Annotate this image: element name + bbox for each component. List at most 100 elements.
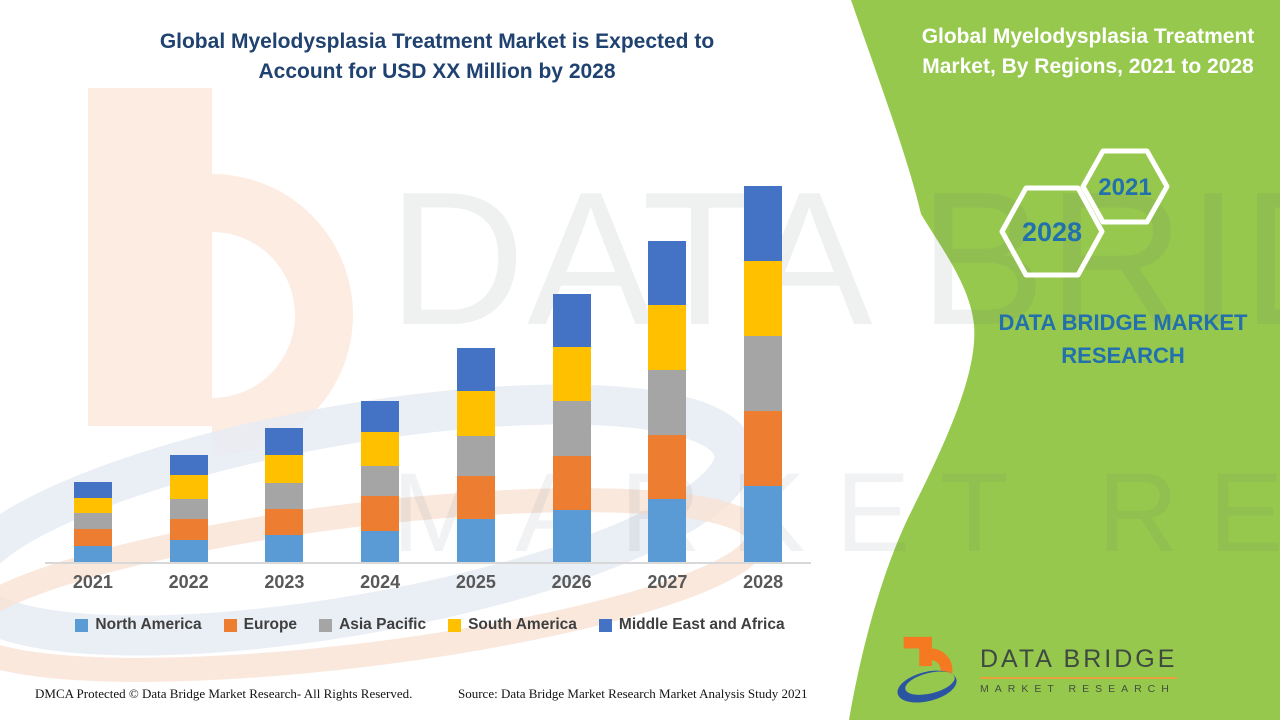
segment-south-america-2023 <box>265 455 304 483</box>
x-label-2024: 2024 <box>360 572 401 592</box>
logo-wordmark: DATA BRIDGE <box>980 645 1178 679</box>
x-label-2028: 2028 <box>743 572 784 592</box>
segment-north-america-2026 <box>552 510 591 562</box>
segment-europe-2023 <box>265 509 304 535</box>
hexagon-2028 <box>999 185 1105 278</box>
source-note: Source: Data Bridge Market Research Mark… <box>458 686 808 701</box>
bar-2021 <box>73 482 112 562</box>
chart-title-line1: Global Myelodysplasia Treatment Market i… <box>159 30 715 53</box>
segment-europe-2028 <box>744 411 783 486</box>
x-label-2026: 2026 <box>551 572 592 592</box>
panel-title-line2: Market, By Regions, 2021 to 2028 <box>922 55 1254 79</box>
segment-south-america-2025 <box>456 391 495 436</box>
segment-middle-east-and-africa-2024 <box>361 401 400 432</box>
year-hexagons: 2028 2021 <box>999 148 1170 278</box>
segment-middle-east-and-africa-2027 <box>648 241 687 305</box>
segment-middle-east-and-africa-2028 <box>744 186 783 261</box>
hexagon-2021 <box>1080 148 1170 225</box>
dbmr-logo: DATA BRIDGE MARKET RESEARCH <box>890 630 1178 710</box>
bar-2026 <box>552 294 591 562</box>
segment-asia-pacific-2021 <box>73 513 112 529</box>
bar-column-2022 <box>141 180 237 562</box>
hexagon-2021-label: 2021 <box>1098 174 1151 201</box>
segment-middle-east-and-africa-2026 <box>552 294 591 347</box>
legend-label-middle-east-and-africa: Middle East and Africa <box>618 616 785 633</box>
legend-label-europe: Europe <box>243 616 298 633</box>
segment-north-america-2028 <box>744 486 783 562</box>
bar-column-2021 <box>45 180 141 562</box>
segment-asia-pacific-2024 <box>361 466 400 496</box>
segment-north-america-2024 <box>361 531 400 562</box>
legend-label-south-america: South America <box>468 616 577 633</box>
segment-europe-2021 <box>73 529 112 546</box>
legend-label-asia-pacific: Asia Pacific <box>339 616 427 633</box>
watermark-b-stem <box>88 88 212 426</box>
x-label-2021: 2021 <box>72 572 113 592</box>
segment-asia-pacific-2026 <box>552 401 591 456</box>
segment-asia-pacific-2028 <box>744 336 783 411</box>
bar-column-2023 <box>237 180 333 562</box>
legend-swatch-north-america <box>75 618 89 632</box>
segment-europe-2025 <box>456 476 495 519</box>
segment-north-america-2023 <box>265 535 304 562</box>
legend-item-south-america: South America <box>448 616 577 634</box>
bar-column-2025 <box>428 180 524 562</box>
x-label-2027: 2027 <box>647 572 688 592</box>
segment-south-america-2022 <box>169 475 208 499</box>
legend-swatch-south-america <box>448 618 462 632</box>
x-label-2023: 2023 <box>264 572 305 592</box>
segment-asia-pacific-2022 <box>169 499 208 519</box>
segment-europe-2022 <box>169 519 208 540</box>
x-axis-labels: 2021 2022 2023 2024 2025 2026 2027 2028 <box>45 572 811 593</box>
chart-plot <box>45 180 811 564</box>
logo-b-stem <box>903 636 932 667</box>
watermark-b-bowl <box>211 174 353 456</box>
chart-title: Global Myelodysplasia Treatment Market i… <box>128 27 746 88</box>
segment-europe-2026 <box>552 456 591 510</box>
dbmr-logo-mark <box>897 636 957 703</box>
segment-north-america-2021 <box>73 546 112 562</box>
bar-2027 <box>648 241 687 562</box>
chart-legend: North America Europe Asia Pacific South Ame… <box>30 616 830 634</box>
legend-item-asia-pacific: Asia Pacific <box>319 616 426 634</box>
bar-2023 <box>265 428 304 562</box>
x-label-2022: 2022 <box>168 572 209 592</box>
segment-south-america-2027 <box>648 305 687 370</box>
hexagon-2028-label: 2028 <box>1022 217 1082 247</box>
segment-south-america-2028 <box>744 261 783 336</box>
bar-column-2026 <box>524 180 620 562</box>
segment-south-america-2026 <box>552 347 591 401</box>
bar-column-2028 <box>715 180 811 562</box>
segment-middle-east-and-africa-2023 <box>265 428 304 455</box>
bar-2022 <box>169 455 208 562</box>
segment-middle-east-and-africa-2025 <box>456 348 495 391</box>
segment-asia-pacific-2025 <box>456 436 495 476</box>
logo-tagline: MARKET RESEARCH <box>980 683 1175 695</box>
segment-north-america-2022 <box>169 540 208 562</box>
segment-middle-east-and-africa-2021 <box>73 482 112 498</box>
brand-text: DATA BRIDGE MARKET RESEARCH <box>998 310 1248 368</box>
legend-swatch-asia-pacific <box>319 618 333 632</box>
segment-asia-pacific-2023 <box>265 483 304 509</box>
segment-south-america-2021 <box>73 498 112 513</box>
green-panel-path <box>849 0 1280 720</box>
x-label-2025: 2025 <box>455 572 496 592</box>
bar-column-2024 <box>332 180 428 562</box>
logo-text-block: DATA BRIDGE MARKET RESEARCH <box>980 645 1178 695</box>
bar-2024 <box>361 401 400 562</box>
legend-item-north-america: North America <box>75 616 202 634</box>
bar-2028 <box>744 186 783 562</box>
segment-asia-pacific-2027 <box>648 370 687 435</box>
panel-title-line1: Global Myelodysplasia Treatment <box>921 25 1255 48</box>
bar-2025 <box>456 348 495 562</box>
segment-north-america-2027 <box>648 499 687 562</box>
segment-europe-2027 <box>648 435 687 499</box>
legend-swatch-middle-east-and-africa <box>598 618 612 632</box>
chart-title-line2: Account for USD XX Million by 2028 <box>258 60 616 84</box>
legend-label-north-america: North America <box>95 616 202 633</box>
segment-north-america-2025 <box>456 519 495 562</box>
panel-title: Global Myelodysplasia Treatment Market, … <box>888 22 1280 83</box>
dmca-notice: DMCA Protected © Data Bridge Market Rese… <box>35 686 413 701</box>
